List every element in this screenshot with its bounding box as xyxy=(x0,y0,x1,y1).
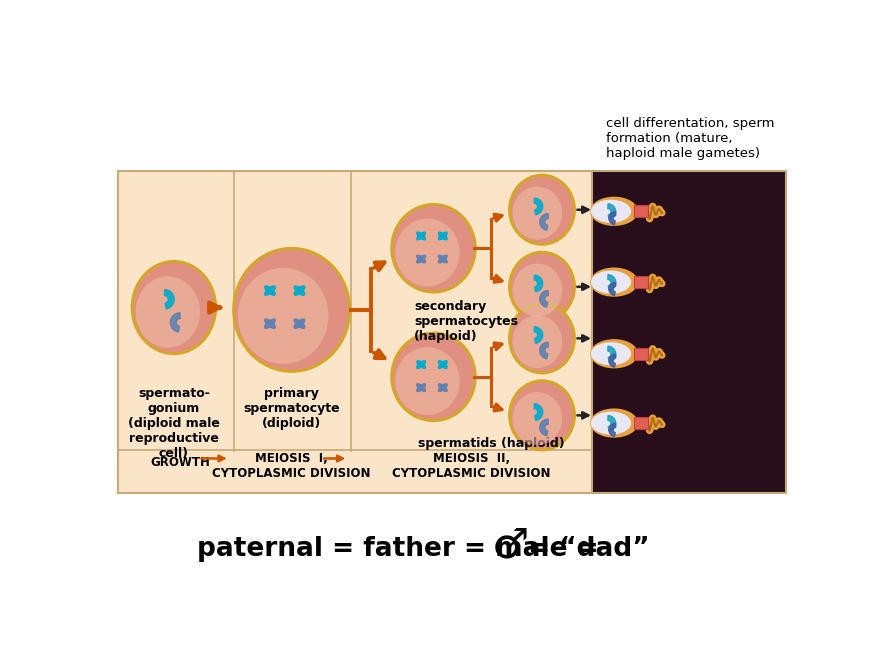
Text: primary
spermatocyte
(diploid): primary spermatocyte (diploid) xyxy=(243,387,340,430)
Polygon shape xyxy=(438,255,447,263)
Circle shape xyxy=(268,289,272,292)
Ellipse shape xyxy=(392,204,475,292)
Polygon shape xyxy=(539,214,548,230)
Ellipse shape xyxy=(395,218,460,286)
Ellipse shape xyxy=(512,263,561,316)
Polygon shape xyxy=(265,319,275,328)
Polygon shape xyxy=(607,204,615,220)
Polygon shape xyxy=(417,255,425,263)
Polygon shape xyxy=(164,289,174,309)
Circle shape xyxy=(441,234,443,237)
Ellipse shape xyxy=(590,342,630,365)
Ellipse shape xyxy=(233,249,350,371)
Polygon shape xyxy=(607,275,615,291)
Polygon shape xyxy=(607,346,615,362)
Text: = “dad”: = “dad” xyxy=(519,535,649,561)
Polygon shape xyxy=(417,384,425,391)
Ellipse shape xyxy=(590,411,630,435)
Circle shape xyxy=(419,363,422,366)
Text: GROWTH: GROWTH xyxy=(150,456,210,469)
Circle shape xyxy=(419,234,422,237)
Circle shape xyxy=(298,289,301,292)
Ellipse shape xyxy=(589,197,637,226)
Polygon shape xyxy=(539,419,548,436)
Polygon shape xyxy=(417,360,425,369)
Polygon shape xyxy=(438,255,447,263)
Bar xyxy=(634,348,647,360)
Polygon shape xyxy=(608,423,615,437)
Ellipse shape xyxy=(512,392,561,445)
Polygon shape xyxy=(608,283,615,295)
Polygon shape xyxy=(438,384,447,391)
Text: cell differentation, sperm
formation (mature,
haploid male gametes): cell differentation, sperm formation (ma… xyxy=(605,117,774,160)
Polygon shape xyxy=(534,327,542,344)
Polygon shape xyxy=(608,354,615,367)
Polygon shape xyxy=(294,286,305,295)
Polygon shape xyxy=(417,384,425,391)
Polygon shape xyxy=(438,232,447,240)
Polygon shape xyxy=(265,286,275,295)
Circle shape xyxy=(419,386,422,389)
Polygon shape xyxy=(608,212,615,224)
Polygon shape xyxy=(607,415,615,431)
Polygon shape xyxy=(265,286,275,295)
Polygon shape xyxy=(294,319,305,328)
Ellipse shape xyxy=(512,186,561,240)
Circle shape xyxy=(298,322,301,326)
Ellipse shape xyxy=(512,315,561,368)
Polygon shape xyxy=(534,198,542,215)
Ellipse shape xyxy=(395,347,460,415)
Ellipse shape xyxy=(589,339,637,368)
Polygon shape xyxy=(438,232,447,240)
Circle shape xyxy=(268,322,272,326)
Text: MEIOSIS  II,
CYTOPLASMIC DIVISION: MEIOSIS II, CYTOPLASMIC DIVISION xyxy=(392,452,550,480)
Polygon shape xyxy=(294,319,305,328)
Polygon shape xyxy=(534,404,542,420)
Polygon shape xyxy=(438,384,447,391)
Circle shape xyxy=(419,257,422,261)
Text: paternal = father = male =: paternal = father = male = xyxy=(197,535,616,561)
Bar xyxy=(634,205,647,218)
Ellipse shape xyxy=(589,409,637,438)
Polygon shape xyxy=(417,255,425,263)
Bar xyxy=(592,172,785,493)
Ellipse shape xyxy=(590,271,630,293)
Polygon shape xyxy=(265,319,275,328)
Polygon shape xyxy=(539,291,548,308)
Ellipse shape xyxy=(509,304,574,373)
Bar xyxy=(634,417,647,429)
Text: ♂: ♂ xyxy=(491,525,528,566)
Polygon shape xyxy=(170,313,180,332)
Bar xyxy=(118,172,592,493)
Text: spermato-
gonium
(diploid male
reproductive
cell): spermato- gonium (diploid male reproduct… xyxy=(128,387,220,460)
Polygon shape xyxy=(534,275,542,292)
Ellipse shape xyxy=(509,381,574,450)
Polygon shape xyxy=(417,232,425,240)
Ellipse shape xyxy=(132,261,215,354)
Bar xyxy=(634,276,647,288)
Ellipse shape xyxy=(509,252,574,322)
Ellipse shape xyxy=(238,268,328,364)
Circle shape xyxy=(441,257,443,261)
Polygon shape xyxy=(417,232,425,240)
Ellipse shape xyxy=(135,276,200,348)
Ellipse shape xyxy=(590,200,630,223)
Text: spermatids (haploid): spermatids (haploid) xyxy=(417,437,564,450)
Circle shape xyxy=(441,386,443,389)
Polygon shape xyxy=(417,360,425,369)
Ellipse shape xyxy=(509,175,574,245)
Circle shape xyxy=(441,363,443,366)
Polygon shape xyxy=(539,342,548,359)
Ellipse shape xyxy=(589,267,637,297)
Text: secondary
spermatocytes
(haploid): secondary spermatocytes (haploid) xyxy=(414,300,518,343)
Text: MEIOSIS  I,
CYTOPLASMIC DIVISION: MEIOSIS I, CYTOPLASMIC DIVISION xyxy=(212,452,370,480)
Polygon shape xyxy=(438,360,447,369)
Polygon shape xyxy=(294,286,305,295)
Polygon shape xyxy=(438,360,447,369)
Ellipse shape xyxy=(392,333,475,421)
